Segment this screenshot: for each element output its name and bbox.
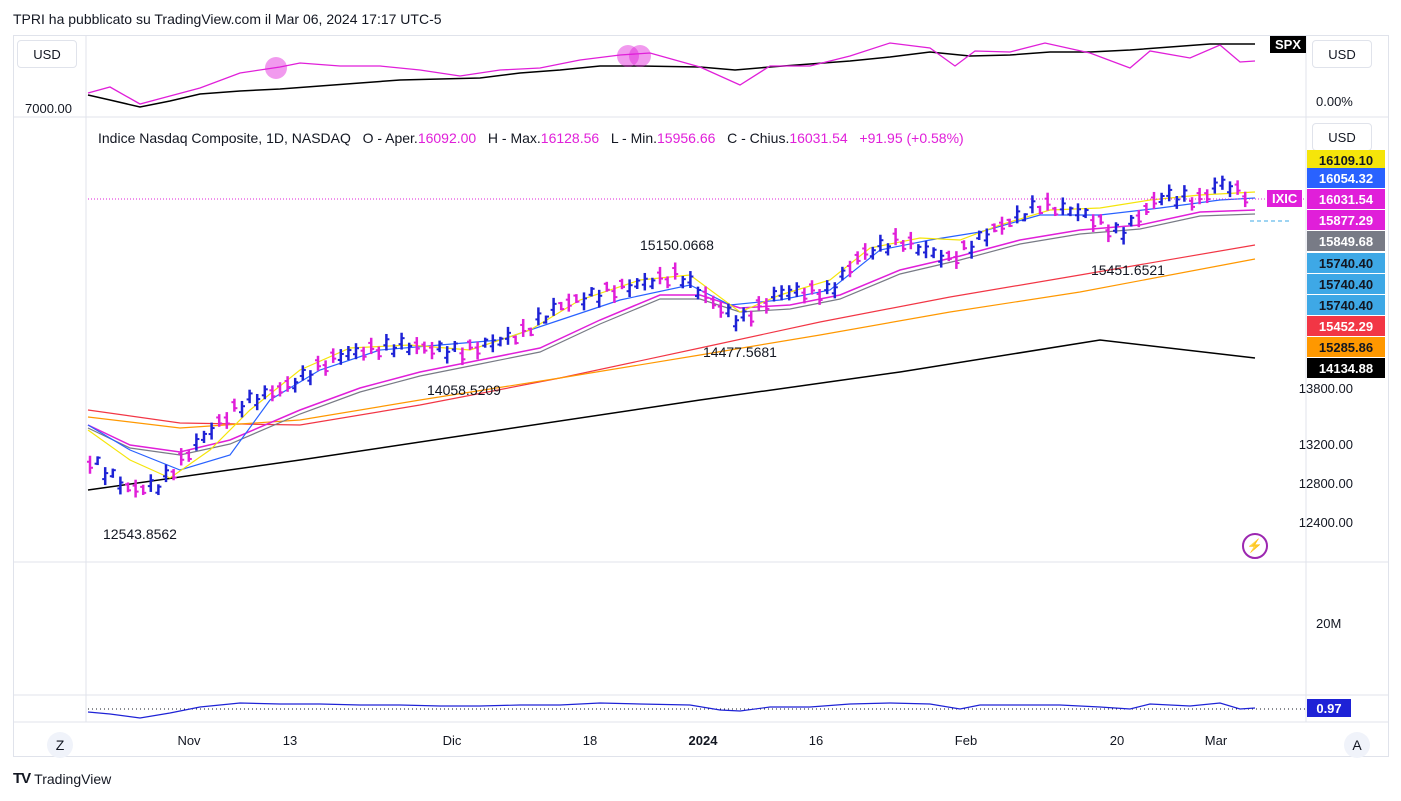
spx-right-value: 0.00%: [1316, 94, 1353, 109]
price-annotation: 14477.5681: [703, 344, 777, 360]
ixic-symbol-badge: IXIC: [1267, 190, 1303, 207]
x-tick: Nov: [177, 733, 201, 748]
indicator-line: [87, 702, 1256, 719]
price-scale-label: 14134.88: [1307, 358, 1385, 378]
legend-low-label: L - Min.: [610, 130, 658, 146]
y-tick: 13200.00: [1298, 437, 1353, 452]
x-tick: 18: [582, 733, 598, 748]
tradingview-logo-icon: TV: [13, 770, 31, 787]
main-currency-button[interactable]: USD: [1312, 123, 1372, 151]
legend-close-label: C - Chius.: [727, 130, 790, 146]
price-annotation: 12543.8562: [103, 526, 177, 542]
legend-name: Indice Nasdaq Composite, 1D, NASDAQ: [98, 130, 351, 146]
signal-dot: [617, 45, 639, 67]
symbol-legend[interactable]: Indice Nasdaq Composite, 1D, NASDAQ O - …: [98, 130, 964, 146]
price-scale-label: 16031.54: [1307, 189, 1385, 209]
y-tick: 12400.00: [1298, 515, 1353, 530]
y-tick: 13800.00: [1298, 381, 1353, 396]
x-tick: 13: [282, 733, 298, 748]
chart-frame: [13, 35, 1389, 757]
ma-100-line: [87, 244, 1256, 426]
ma-20b-line: [87, 213, 1256, 456]
price-scale-label: 15285.86: [1307, 337, 1385, 357]
timezone-button[interactable]: Z: [47, 732, 73, 758]
ma-200-line: [87, 339, 1256, 491]
legend-change: +91.95 (+0.58%): [859, 130, 964, 146]
volume-y-tick: 20M: [1316, 616, 1342, 631]
legend-high-label: H - Max.: [487, 130, 541, 146]
y-tick: 12800.00: [1298, 476, 1353, 491]
price-scale-label: 15740.40: [1307, 274, 1385, 294]
tradingview-brand[interactable]: TV TradingView: [13, 770, 111, 787]
price-scale-label: 16054.32: [1307, 168, 1385, 188]
legend-open-label: O - Aper.: [362, 130, 418, 146]
price-scale-label: 15452.29: [1307, 316, 1385, 336]
tradingview-wordmark: TradingView: [34, 770, 112, 787]
auto-scale-button[interactable]: A: [1344, 732, 1370, 758]
price-bars: [87, 175, 1249, 498]
spx-left-value: 7000.00: [25, 101, 72, 116]
ma-20-line: [87, 209, 1256, 453]
spx-currency-left-button[interactable]: USD: [17, 40, 77, 68]
legend-high: 16128.56: [540, 130, 600, 146]
indicator-value-label: 0.97: [1307, 699, 1351, 717]
ma-5-line: [87, 191, 1256, 479]
legend-low: 15956.66: [657, 130, 716, 146]
x-tick: 16: [808, 733, 824, 748]
x-tick: Dic: [442, 733, 462, 748]
signal-dot: [265, 57, 287, 79]
legend-close: 16031.54: [789, 130, 848, 146]
x-tick: 20: [1109, 733, 1125, 748]
price-scale-label: 15849.68: [1307, 231, 1385, 251]
price-scale-label: 15740.40: [1307, 295, 1385, 315]
price-scale-label: 16109.10: [1307, 150, 1385, 170]
price-annotation: 14058.5209: [427, 382, 501, 398]
x-tick: Feb: [954, 733, 978, 748]
spx-currency-right-button[interactable]: USD: [1312, 40, 1372, 68]
lightning-icon[interactable]: ⚡: [1242, 533, 1268, 559]
ratio-line: [87, 42, 1256, 105]
spx-line: [87, 43, 1255, 108]
price-scale-label: 15877.29: [1307, 210, 1385, 230]
legend-open: 16092.00: [417, 130, 477, 146]
signal-dot: [629, 45, 651, 67]
price-annotation: 15451.6521: [1091, 262, 1165, 278]
x-tick: 2024: [688, 733, 718, 748]
price-scale-label: 15740.40: [1307, 253, 1385, 273]
x-tick: Mar: [1204, 733, 1228, 748]
spx-symbol-badge: SPX: [1270, 36, 1307, 53]
price-annotation: 15150.0668: [640, 237, 714, 253]
ma-50-line: [87, 258, 1256, 429]
publication-header: TPRI ha pubblicato su TradingView.com il…: [13, 11, 442, 27]
